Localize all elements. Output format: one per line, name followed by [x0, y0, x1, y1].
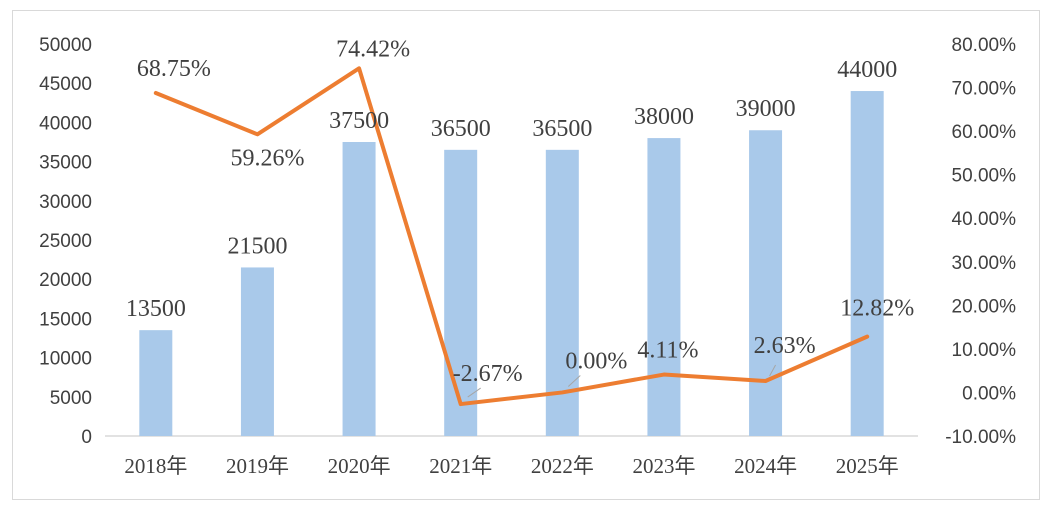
- right-tick-label: 40.00%: [952, 209, 1017, 230]
- bar: [342, 142, 376, 436]
- line-value-label: 4.11%: [637, 338, 698, 364]
- right-tick-label: 60.00%: [952, 122, 1017, 143]
- bar-value-label: 37500: [329, 108, 389, 134]
- bar: [850, 91, 884, 436]
- bar-value-label: 44000: [837, 57, 897, 83]
- left-tick-label: 45000: [39, 74, 92, 95]
- right-tick-label: 80.00%: [952, 35, 1017, 56]
- right-tick-label: 20.00%: [952, 296, 1017, 317]
- bar-value-label: 36500: [431, 116, 491, 142]
- category-labels: 2018年 2019年 2020年 2021年 2022年 2023年 2024年 2025年: [124, 454, 898, 478]
- bar: [749, 130, 783, 437]
- category-label: 2018年: [124, 454, 187, 478]
- right-tick-label: -10.00%: [945, 427, 1016, 448]
- left-tick-label: 15000: [39, 309, 92, 330]
- right-tick-label: 0.00%: [962, 383, 1016, 404]
- category-label: 2025年: [836, 454, 899, 478]
- bar-value-labels: 13500 21500 37500 36500 36500 38000 39000 44000: [126, 57, 897, 322]
- bar-value-label: 39000: [736, 96, 796, 122]
- bar-value-label: 38000: [634, 104, 694, 130]
- right-tick-label: 70.00%: [952, 79, 1017, 100]
- line-value-label: 12.82%: [840, 296, 914, 322]
- leader-line: [769, 364, 777, 377]
- bar: [647, 138, 681, 436]
- category-label: 2024年: [734, 454, 797, 478]
- bar-value-label: 13500: [126, 296, 186, 322]
- left-tick-label: 20000: [39, 270, 92, 291]
- right-tick-label: 50.00%: [952, 166, 1017, 187]
- line-value-label: 68.75%: [137, 56, 211, 82]
- bar: [139, 330, 173, 436]
- line-value-label: -2.67%: [453, 361, 523, 387]
- left-tick-label: 50000: [39, 35, 92, 56]
- left-tick-label: 5000: [50, 388, 92, 409]
- bar: [545, 149, 579, 436]
- right-axis: -10.00% 0.00% 10.00% 20.00% 30.00% 40.00% 50.0…: [945, 35, 1016, 448]
- bar-value-label: 36500: [532, 116, 592, 142]
- right-tick-label: 30.00%: [952, 253, 1017, 274]
- line-value-labels: 68.75% 59.26% 74.42% -2.67% 0.00% 4.11% 2.63% 1…: [137, 36, 914, 387]
- category-label: 2021年: [429, 454, 492, 478]
- category-label: 2020年: [328, 454, 391, 478]
- bar: [444, 149, 478, 436]
- bar-series: [139, 91, 884, 437]
- right-tick-label: 10.00%: [952, 340, 1017, 361]
- bar: [240, 267, 274, 436]
- category-label: 2023年: [632, 454, 695, 478]
- leader-line: [467, 387, 481, 398]
- leader-line: [567, 375, 581, 387]
- left-tick-label: 25000: [39, 231, 92, 252]
- bar-value-label: 21500: [227, 233, 287, 259]
- line-value-label: 0.00%: [565, 348, 627, 374]
- left-tick-label: 0: [81, 427, 92, 448]
- left-tick-label: 35000: [39, 153, 92, 174]
- line-value-label: 74.42%: [336, 36, 410, 62]
- left-tick-label: 40000: [39, 113, 92, 134]
- line-value-label: 2.63%: [754, 333, 816, 359]
- category-label: 2022年: [531, 454, 594, 478]
- left-tick-label: 10000: [39, 349, 92, 370]
- leader-lines: [467, 364, 777, 398]
- line-value-label: 59.26%: [230, 145, 304, 171]
- left-tick-label: 30000: [39, 192, 92, 213]
- growth-rate-line: [153, 66, 870, 407]
- category-label: 2019年: [226, 454, 289, 478]
- left-axis: 0 5000 10000 15000 20000 25000 30000 35000 40000…: [39, 35, 92, 448]
